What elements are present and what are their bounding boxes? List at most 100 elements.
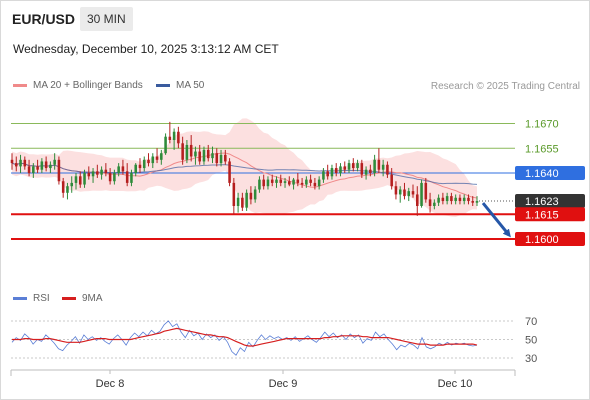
- candle-body: [194, 151, 197, 157]
- 9ma-line: [12, 327, 478, 347]
- legend-ma50: MA 50: [156, 80, 204, 91]
- level-tag-1.1615: [515, 207, 585, 222]
- candle-body: [445, 196, 449, 202]
- candle-body: [236, 197, 240, 206]
- candle-body: [300, 182, 304, 185]
- candle-body: [138, 164, 142, 169]
- candle-body: [369, 169, 372, 173]
- candle-body: [258, 179, 261, 190]
- candle-body: [96, 171, 99, 175]
- candle-body: [185, 144, 189, 160]
- ma9-swatch: [62, 297, 76, 300]
- level-tag-1.1600: [515, 232, 585, 246]
- candle-body: [108, 173, 112, 182]
- candle-body: [151, 156, 155, 164]
- candle-body: [19, 159, 22, 167]
- candle-body: [224, 154, 227, 162]
- candle-body: [147, 159, 150, 164]
- candle-body: [275, 179, 278, 183]
- level-label-1.1670: 1.1670: [525, 119, 559, 131]
- forecast-arrow: [481, 202, 511, 238]
- candle-body: [189, 144, 193, 157]
- candle-body: [356, 163, 359, 169]
- candle-body: [433, 202, 436, 206]
- candle-body: [462, 197, 466, 202]
- candle-body: [219, 154, 223, 164]
- candle-body: [70, 182, 74, 187]
- candle-body: [339, 166, 342, 173]
- level-label-1.1640: 1.1640: [525, 168, 559, 180]
- candle-body: [27, 166, 31, 173]
- candle-body: [428, 199, 432, 206]
- candle-body: [49, 164, 52, 169]
- candle-body: [343, 166, 347, 170]
- candle-body: [467, 197, 470, 202]
- candle-body: [164, 136, 167, 154]
- candle-body: [394, 186, 398, 195]
- candle-body: [172, 131, 176, 140]
- candle-body: [437, 197, 440, 203]
- rsi-tick-70: 70: [525, 316, 537, 328]
- candle-body: [206, 149, 210, 159]
- rsi-tick-50: 50: [525, 335, 537, 347]
- candle-body: [168, 136, 172, 140]
- currency-pair-title: EUR/USD: [12, 11, 76, 27]
- candle-body: [177, 131, 180, 144]
- legend-9ma-label: 9MA: [82, 293, 103, 304]
- candle-body: [125, 171, 129, 183]
- candle-body: [66, 186, 69, 193]
- candle-body: [441, 197, 445, 202]
- legend-rsi-label: RSI: [33, 293, 50, 304]
- timeframe-button[interactable]: 30 MIN: [80, 7, 133, 31]
- legend-ma20-label: MA 20 + Bollinger Bands: [33, 80, 143, 91]
- candle-body: [113, 173, 116, 182]
- candle-body: [377, 159, 381, 170]
- candle-body: [415, 194, 419, 206]
- candle-body: [36, 166, 39, 170]
- candle-body: [373, 159, 376, 173]
- candle-body: [475, 201, 479, 203]
- candle-body: [334, 168, 338, 173]
- candle-body: [317, 179, 321, 187]
- candle-body: [87, 173, 91, 177]
- candle-body: [322, 171, 325, 180]
- candle-body: [262, 179, 265, 187]
- candle-body: [160, 153, 163, 160]
- candle-body: [14, 163, 18, 167]
- candle-body: [352, 163, 355, 169]
- candle-body: [117, 166, 120, 173]
- candle-body: [454, 197, 457, 202]
- candle-body: [232, 182, 236, 206]
- candle-body: [228, 161, 231, 183]
- candle-body: [215, 153, 219, 164]
- level-label-1.1615: 1.1615: [525, 209, 559, 221]
- level-label-1.1655: 1.1655: [525, 143, 559, 155]
- ma50-swatch: [156, 84, 170, 87]
- x-tick-label: Dec 10: [438, 378, 473, 390]
- candle-body: [245, 192, 248, 208]
- candle-body: [155, 156, 159, 160]
- candle-body: [288, 181, 291, 185]
- candle-body: [407, 191, 411, 197]
- candle-body: [142, 159, 146, 169]
- candle-body: [241, 197, 244, 208]
- candle-body: [424, 182, 428, 200]
- candle-body: [347, 163, 351, 170]
- rsi-line: [11, 320, 478, 356]
- x-tick-label: Dec 9: [269, 378, 298, 390]
- candle-body: [450, 196, 453, 202]
- candle-body: [420, 182, 423, 206]
- candle-body: [326, 171, 329, 177]
- candle-body: [104, 169, 108, 173]
- datetime-stamp: Wednesday, December 10, 2025 3:13:12 AM …: [13, 42, 279, 56]
- candle-body: [32, 166, 35, 173]
- candle-body: [40, 161, 44, 170]
- candle-body: [381, 164, 385, 170]
- candle-body: [23, 159, 27, 167]
- level-tag-1.1640: [515, 166, 585, 180]
- candle-body: [198, 151, 201, 162]
- candle-body: [61, 181, 65, 193]
- candle-body: [10, 159, 14, 164]
- ma50-line: [11, 162, 478, 185]
